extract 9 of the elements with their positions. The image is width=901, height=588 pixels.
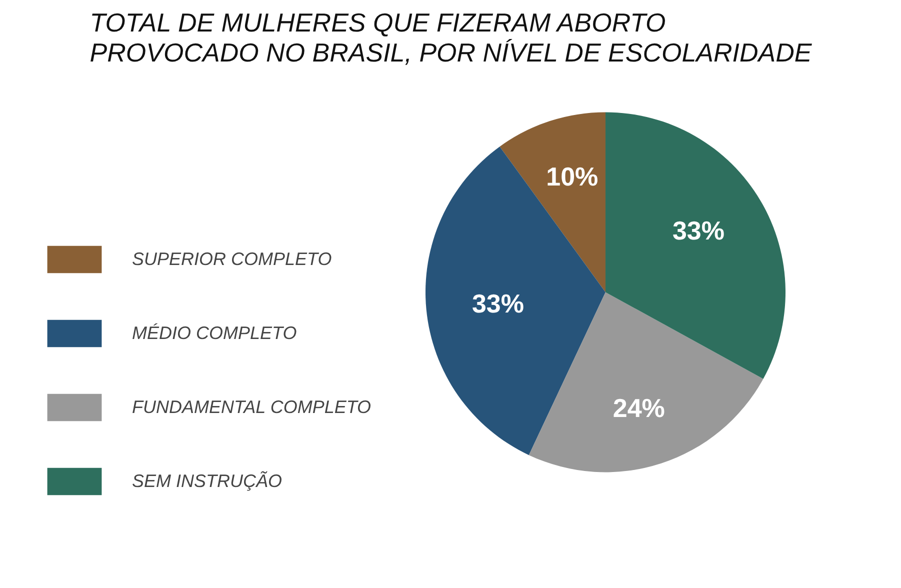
chart-title: TOTAL DE MULHERES QUE FIZERAM ABORTO PROVOCADO NO BRASIL, POR NÍVEL DE ESCOLARIDADE	[90, 8, 812, 68]
legend-label: FUNDAMENTAL COMPLETO	[132, 396, 372, 418]
legend-label: MÉDIO COMPLETO	[132, 322, 297, 344]
legend-label: SEM INSTRUÇÃO	[132, 470, 282, 492]
legend-label: SUPERIOR COMPLETO	[132, 248, 332, 270]
data-label: 33%	[472, 288, 524, 319]
data-label: 24%	[612, 392, 665, 423]
data-label: 10%	[546, 161, 598, 192]
data-label: 33%	[672, 215, 724, 246]
